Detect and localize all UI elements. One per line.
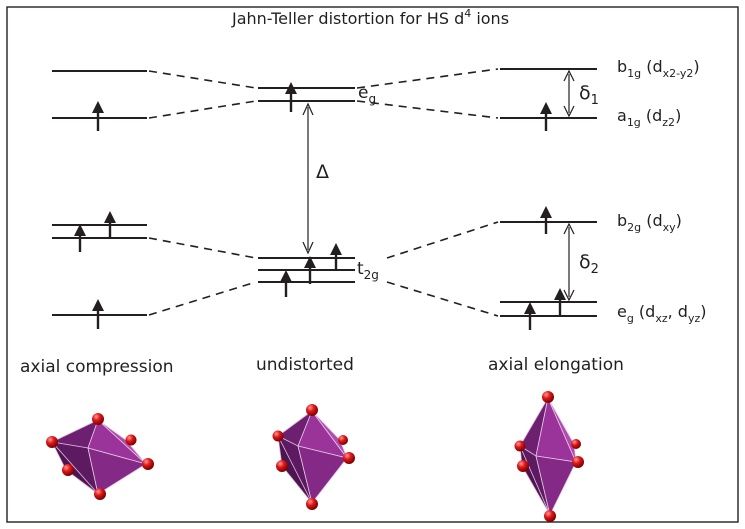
delta2-arrow (563, 222, 575, 302)
delta-gap-label: Δ (316, 161, 329, 183)
eg-orbital-label: eg (dxz, dyz) (617, 302, 706, 325)
electron-arrow (540, 102, 552, 131)
correlation-line (386, 281, 499, 317)
correlation-line (148, 70, 257, 89)
elongation-electrons (524, 102, 566, 330)
delta2-label: δ2 (579, 251, 599, 277)
delta-gap-arrow (302, 102, 314, 255)
correlation-line (386, 221, 499, 259)
delta1-label: δ1 (579, 82, 599, 108)
correlation-line (356, 68, 499, 89)
electron-arrow (540, 206, 552, 234)
compressed-octahedron (46, 413, 154, 500)
electron-arrow (330, 243, 342, 270)
eg-label: eg (358, 83, 376, 106)
t2g-label: t2g (357, 259, 379, 282)
electron-arrow (74, 224, 86, 252)
correlation-line (148, 281, 257, 316)
undistorted-electrons (280, 82, 342, 297)
regular-octahedron (272, 404, 355, 510)
correlation-line (148, 100, 257, 119)
title-tail: ions (471, 9, 509, 28)
correlation-line (148, 237, 257, 259)
electron-arrow (280, 270, 292, 297)
correlation-line (356, 100, 499, 119)
undistorted-caption: undistorted (256, 355, 354, 375)
undistorted-levels (258, 87, 355, 283)
electron-arrow (92, 101, 104, 131)
electron-arrow (554, 288, 566, 316)
electron-arrow (92, 299, 104, 329)
electron-arrow (104, 211, 116, 238)
elongated-octahedron (514, 391, 584, 522)
a1g-orbital-label: a1g (dz2) (617, 106, 681, 129)
compression-electrons (74, 101, 116, 329)
compression-levels (52, 70, 147, 316)
elongation-levels (500, 68, 597, 317)
compression-caption: axial compression (20, 357, 174, 377)
b2g-orbital-label: b2g (dxy) (617, 211, 682, 234)
correlation-lines (148, 68, 499, 317)
elongation-caption: axial elongation (488, 355, 624, 375)
title-superscript: 4 (464, 7, 471, 20)
electron-arrow (304, 256, 316, 284)
b1g-orbital-label: b1g (dx2-y2) (617, 57, 700, 80)
electron-arrow (524, 302, 536, 330)
delta1-arrow (563, 69, 575, 118)
electron-arrow (285, 82, 297, 112)
figure-frame (6, 6, 739, 523)
diagram-title: Jahn-Teller distortion for HS d4 ions (231, 7, 509, 28)
title-main: Jahn-Teller distortion for HS d (231, 9, 464, 28)
